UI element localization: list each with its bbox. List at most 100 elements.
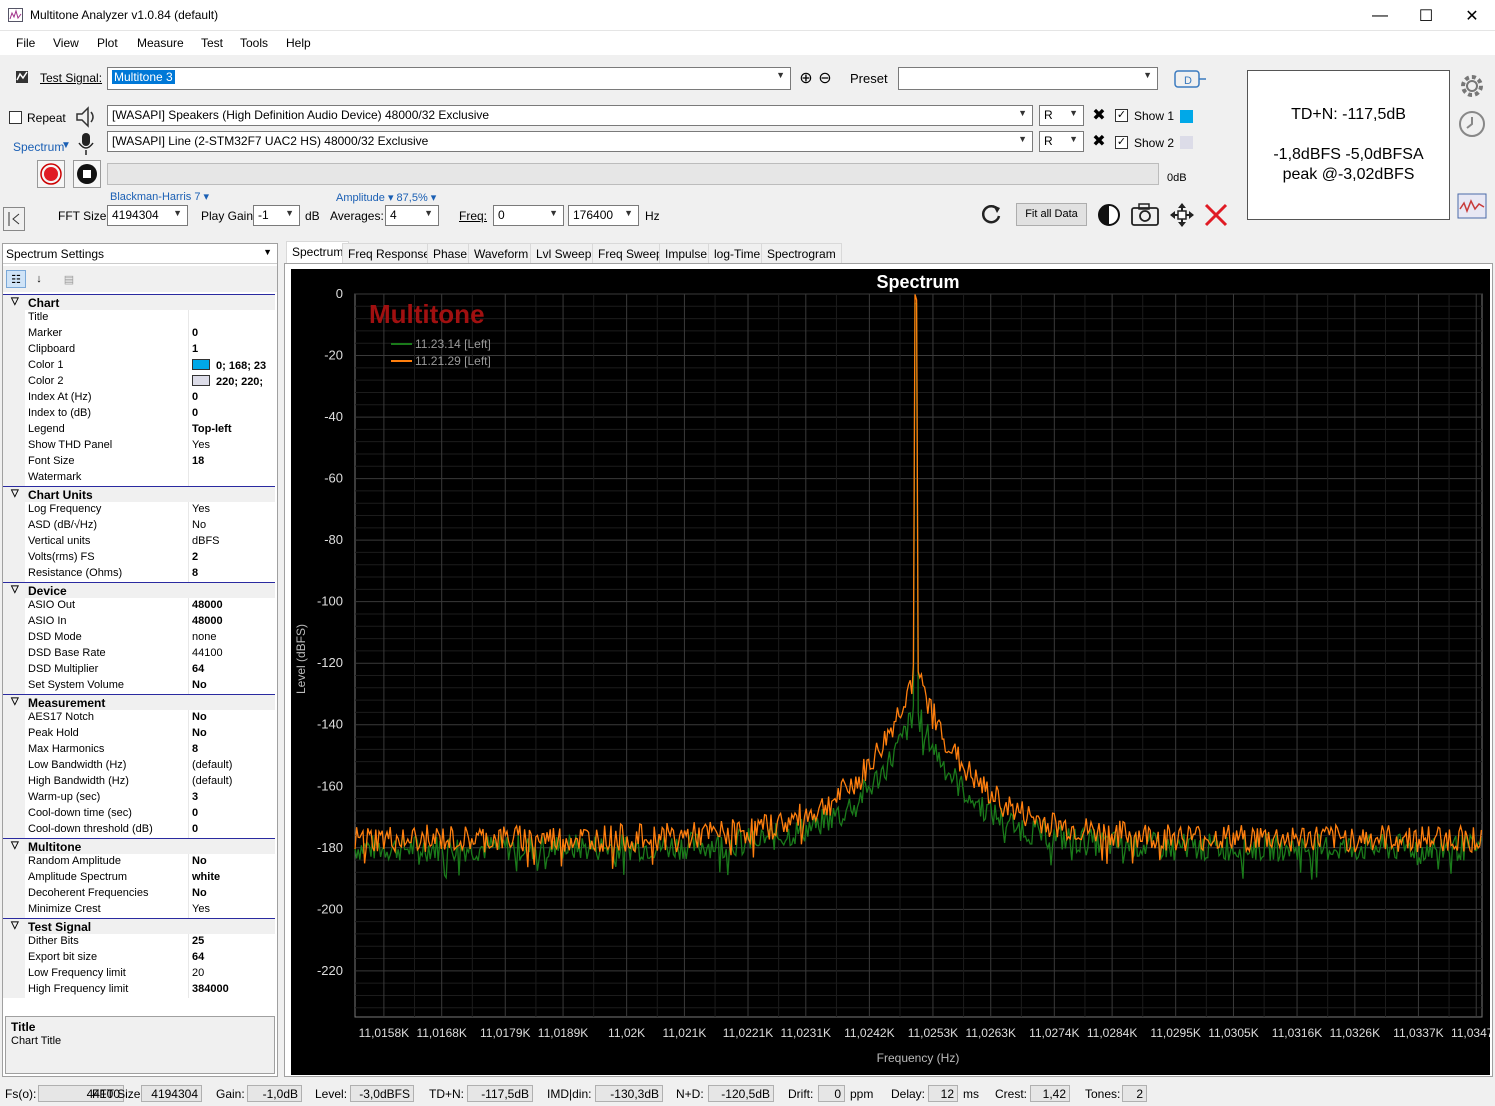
speaker-button[interactable] (73, 104, 99, 130)
show1-color-swatch[interactable] (1180, 110, 1193, 123)
repeat-checkbox[interactable] (9, 111, 22, 124)
tab-lvl-sweep[interactable]: Lvl Sweep (530, 243, 598, 264)
property-value[interactable]: Yes (192, 903, 210, 915)
property-row[interactable]: Low Frequency limit 20 (3, 966, 275, 982)
property-value[interactable]: 2 (192, 551, 199, 563)
property-value[interactable]: 220; 220; (192, 375, 276, 388)
tab-spectrum[interactable]: Spectrum (286, 241, 350, 264)
property-value[interactable]: 25 (192, 935, 205, 947)
settings-select[interactable]: Spectrum Settings ▼ (3, 244, 277, 264)
history-button[interactable] (1456, 108, 1488, 140)
output-channel-select[interactable]: R ▼ (1039, 105, 1084, 126)
collapse-chevron-icon[interactable]: ▽ (11, 696, 19, 707)
property-row[interactable]: Clipboard 1 (3, 342, 275, 358)
property-row[interactable]: Random Amplitude No (3, 854, 275, 870)
property-value[interactable]: 8 (192, 567, 199, 579)
clear-button[interactable] (1202, 201, 1230, 229)
property-row[interactable]: Export bit size 64 (3, 950, 275, 966)
property-row[interactable]: Minimize Crest Yes (3, 902, 275, 918)
category-device[interactable]: ▽ Device (3, 582, 275, 598)
property-value[interactable]: No (192, 727, 207, 739)
output-device-select[interactable]: [WASAPI] Speakers (High Definition Audio… (107, 105, 1033, 126)
menu-plot[interactable]: Plot (97, 36, 118, 50)
property-value[interactable]: (default) (192, 775, 233, 787)
property-value[interactable]: 64 (192, 951, 205, 963)
property-row[interactable]: Set System Volume No (3, 678, 275, 694)
property-row[interactable]: ASIO Out 48000 (3, 598, 275, 614)
property-row[interactable]: DSD Multiplier 64 (3, 662, 275, 678)
category-chart-units[interactable]: ▽ Chart Units (3, 486, 275, 502)
category-multitone[interactable]: ▽ Multitone (3, 838, 275, 854)
property-row[interactable]: Legend Top-left (3, 422, 275, 438)
property-value[interactable]: 1 (192, 343, 199, 355)
contrast-button[interactable] (1096, 202, 1122, 228)
menu-tools[interactable]: Tools (240, 36, 269, 50)
freq-to-select[interactable]: 176400 ▼ (568, 205, 639, 226)
property-row[interactable]: ASD (dB/√Hz) No (3, 518, 275, 534)
property-row[interactable]: DSD Base Rate 44100 (3, 646, 275, 662)
property-value[interactable]: dBFS (192, 535, 220, 547)
property-row[interactable]: DSD Mode none (3, 630, 275, 646)
property-row[interactable]: Color 2 220; 220; (3, 374, 275, 390)
property-value[interactable]: 384000 (192, 983, 229, 995)
property-row[interactable]: Font Size 18 (3, 454, 275, 470)
property-value[interactable]: 0 (192, 327, 199, 339)
tab-waveform[interactable]: Waveform (468, 243, 535, 264)
spectrum-mode-label[interactable]: Spectrum (13, 140, 65, 154)
category-chart[interactable]: ▽ Chart (3, 294, 275, 310)
property-value[interactable]: 0 (192, 391, 199, 403)
show2-checkbox[interactable]: ✓ (1115, 136, 1128, 149)
property-row[interactable]: Cool-down threshold (dB) 0 (3, 822, 275, 838)
maximize-button[interactable]: ☐ (1403, 0, 1449, 31)
input-tools-button[interactable]: ✖ (1089, 131, 1109, 151)
test-signal-select[interactable]: Multitone 3 ▼ (107, 67, 791, 90)
tab-spectrogram[interactable]: Spectrogram (761, 243, 842, 264)
property-row[interactable]: Log Frequency Yes (3, 502, 275, 518)
property-value[interactable]: No (192, 887, 207, 899)
property-row[interactable]: Dither Bits 25 (3, 934, 275, 950)
property-row[interactable]: Resistance (Ohms) 8 (3, 566, 275, 582)
property-value[interactable]: Top-left (192, 423, 232, 435)
property-value[interactable]: 44100 (192, 647, 223, 659)
property-value[interactable]: 48000 (192, 615, 223, 627)
property-value[interactable]: 48000 (192, 599, 223, 611)
remove-signal-button[interactable]: ⊖ (816, 69, 834, 87)
microphone-button[interactable] (76, 131, 96, 157)
pan-button[interactable] (1168, 201, 1196, 229)
property-row[interactable]: AES17 Notch No (3, 710, 275, 726)
property-row[interactable]: High Bandwidth (Hz) (default) (3, 774, 275, 790)
play-gain-select[interactable]: -1 ▼ (253, 205, 300, 226)
output-tools-button[interactable]: ✖ (1089, 105, 1109, 125)
property-value[interactable]: 64 (192, 663, 205, 675)
menu-test[interactable]: Test (201, 36, 224, 50)
menu-measure[interactable]: Measure (137, 36, 184, 50)
minimize-button[interactable]: — (1357, 0, 1403, 31)
spectrum-chart[interactable]: Spectrum Multitone 11.23.14 [Left] 11.21.… (291, 269, 1490, 1075)
property-row[interactable]: Volts(rms) FS 2 (3, 550, 275, 566)
property-row[interactable]: Vertical units dBFS (3, 534, 275, 550)
property-value[interactable]: 20 (192, 967, 205, 979)
property-row[interactable]: Warm-up (sec) 3 (3, 790, 275, 806)
refresh-button[interactable] (978, 201, 1004, 227)
property-pages-button[interactable]: ▤ (59, 270, 79, 288)
add-signal-button[interactable]: ⊕ (797, 69, 815, 87)
tab-freq-sweep[interactable]: Freq Sweep (592, 243, 669, 264)
fft-size-select[interactable]: 4194304 ▼ (107, 205, 188, 226)
property-row[interactable]: High Frequency limit 384000 (3, 982, 275, 998)
show1-checkbox[interactable]: ✓ (1115, 109, 1128, 122)
property-row[interactable]: Decoherent Frequencies No (3, 886, 275, 902)
tab-log-time[interactable]: log-Time (708, 243, 767, 264)
close-button[interactable]: ✕ (1449, 0, 1495, 31)
fit-all-data-button[interactable]: Fit all Data (1016, 203, 1087, 226)
device-icon[interactable]: D (1172, 66, 1208, 92)
property-value[interactable]: No (192, 519, 207, 531)
menu-file[interactable]: File (16, 36, 36, 50)
menu-view[interactable]: View (53, 36, 79, 50)
property-value[interactable]: 0; 168; 23 (192, 359, 276, 372)
property-value[interactable]: 0 (192, 807, 199, 819)
property-row[interactable]: Marker 0 (3, 326, 275, 342)
alphabetical-sort-button[interactable]: ↓ (29, 270, 49, 288)
property-value[interactable]: 8 (192, 743, 199, 755)
screenshot-button[interactable] (1130, 200, 1160, 228)
property-value[interactable]: 0 (192, 407, 199, 419)
